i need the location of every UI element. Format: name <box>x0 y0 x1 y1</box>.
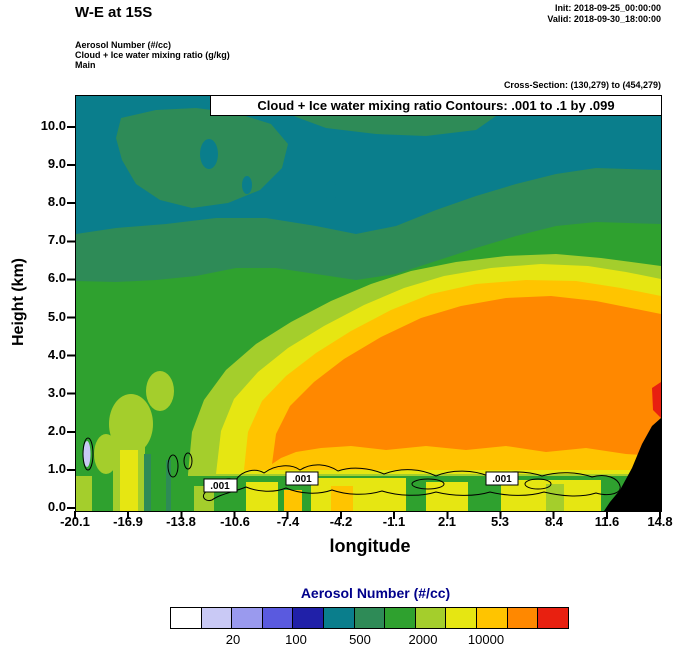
contour-label-text: .001 <box>292 474 312 485</box>
legend-swatch <box>261 607 294 629</box>
aerosol-patch <box>76 476 92 511</box>
cloud-contour-loop <box>411 478 445 490</box>
contour-label-text: .001 <box>210 481 230 492</box>
y-axis-tick-marks <box>67 126 75 510</box>
init-timestamp: Init: 2018-09-25_00:00:00 <box>554 3 661 13</box>
aerosol-patch-yellowgreen <box>146 371 174 411</box>
legend-swatch <box>475 607 508 629</box>
x-tick-label: 5.3 <box>490 514 510 529</box>
legend-swatch <box>506 607 539 629</box>
legend-swatch <box>353 607 386 629</box>
valid-timestamp: Valid: 2018-09-30_18:00:00 <box>547 14 661 24</box>
cloud-contour-loop <box>524 478 552 490</box>
x-tick-label: -13.8 <box>166 514 196 529</box>
aerosol-patch <box>331 486 353 511</box>
x-tick-label: -4.2 <box>329 514 353 529</box>
aerosol-patch <box>246 482 278 511</box>
aerosol-patch <box>426 482 468 511</box>
contour-label-group: .001 .001 .001 <box>203 471 519 493</box>
run-timestamps: Init: 2018-09-25_00:00:00 Valid: 2018-09… <box>547 3 661 25</box>
x-axis-tick-marks <box>74 511 662 519</box>
x-tick-label: -10.6 <box>220 514 250 529</box>
contour-label-box <box>203 478 238 493</box>
color-legend <box>170 607 569 629</box>
aerosol-patch <box>546 484 564 511</box>
legend-swatch <box>537 607 569 629</box>
legend-swatch <box>445 607 477 629</box>
legend-tick-label: 20 <box>225 632 241 647</box>
cloud-contour-main <box>203 464 621 501</box>
legend-tick-label: 100 <box>285 632 307 647</box>
grid-name: Main <box>75 60 96 70</box>
y-axis-title: Height (km) <box>10 258 27 346</box>
page-title: W-E at 15S <box>75 4 153 21</box>
x-tick-label: 2.1 <box>437 514 457 529</box>
y-tick-label: 2.0 <box>47 423 66 438</box>
terrain-silhouette <box>604 418 661 511</box>
y-tick-label: 5.0 <box>47 309 66 324</box>
y-tick-label: 4.0 <box>47 347 66 362</box>
aerosol-patch <box>284 490 302 511</box>
cross-section-plot: .001 .001 .001 <box>76 96 661 511</box>
legend-tick-label: 500 <box>349 632 371 647</box>
aerosol-patch-yellowgreen <box>109 394 153 454</box>
x-tick-label: 11.6 <box>594 514 620 529</box>
y-tick-label: 9.0 <box>47 156 66 171</box>
teal-pocket <box>325 181 337 201</box>
cross-section-info: Cross-Section: (130,279) to (454,279) <box>503 80 661 90</box>
field-name-primary: Aerosol Number (#/cc) <box>75 40 172 50</box>
legend-tick-label: 2000 <box>408 632 438 647</box>
contour-label-box <box>485 471 519 486</box>
cloud-contour-lines <box>82 437 621 501</box>
field-name-overlay: Cloud + Ice water mixing ratio (g/kg) <box>75 50 230 60</box>
contour-title-box: Cloud + Ice water mixing ratio Contours:… <box>210 95 662 116</box>
x-tick-label: -16.9 <box>113 514 143 529</box>
cloud-contour-loop <box>183 452 193 470</box>
aerosol-patch <box>144 454 151 511</box>
cloud-contour-loop <box>167 454 179 478</box>
x-tick-label: -1.1 <box>382 514 406 529</box>
legend-swatch <box>200 607 233 629</box>
plot-area: .001 .001 .001 Cloud + Ice water mixing … <box>75 95 662 512</box>
y-tick-label: 8.0 <box>47 194 66 209</box>
legend-swatch <box>292 607 324 629</box>
legend-swatch <box>384 607 416 629</box>
cloud-contour-loop <box>82 437 94 471</box>
legend-swatch <box>231 607 263 629</box>
x-axis-title: longitude <box>329 536 411 556</box>
x-tick-label: -7.4 <box>276 514 300 529</box>
aerosol-patch-light <box>83 441 91 467</box>
y-tick-label: 0.0 <box>47 499 66 514</box>
contour-label-box <box>285 471 319 486</box>
x-tick-label: 14.8 <box>647 514 673 529</box>
x-tick-label: -20.1 <box>60 514 90 529</box>
aerosol-region-red <box>652 382 661 418</box>
legend-title: Aerosol Number (#/cc) <box>300 585 451 601</box>
aerosol-patch <box>166 460 171 511</box>
legend-swatch <box>170 607 202 629</box>
legend-swatch <box>322 607 355 629</box>
teal-pocket <box>200 139 218 169</box>
legend-swatch <box>414 607 447 629</box>
y-tick-label: 3.0 <box>47 385 66 400</box>
aerosol-region-orange-core <box>272 296 661 464</box>
field-info: Aerosol Number (#/cc) Cloud + Ice water … <box>75 40 230 70</box>
y-tick-label: 7.0 <box>47 232 66 247</box>
x-tick-label: 8.4 <box>544 514 564 529</box>
y-tick-label: 6.0 <box>47 270 66 285</box>
teal-pocket <box>242 176 252 194</box>
aerosol-patch <box>120 450 138 511</box>
legend-tick-label: 10000 <box>467 632 505 647</box>
y-tick-label: 1.0 <box>47 461 66 476</box>
contour-label-text: .001 <box>492 474 512 485</box>
aerosol-patch-yellowgreen <box>94 434 118 474</box>
y-tick-label: 10.0 <box>40 118 66 133</box>
